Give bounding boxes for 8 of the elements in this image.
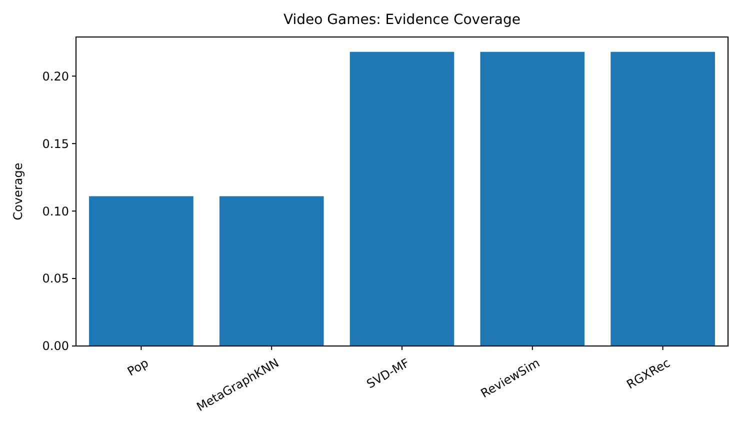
chart-title: Video Games: Evidence Coverage <box>283 12 521 28</box>
y-tick-label: 0.00 <box>42 339 69 354</box>
y-tick-label: 0.10 <box>42 204 69 218</box>
x-tick-label: Pop <box>125 356 151 379</box>
y-tick-label: 0.20 <box>42 69 69 84</box>
y-axis-title: Coverage <box>11 162 25 220</box>
y-tick-label: 0.05 <box>42 272 69 286</box>
y-tick-label: 0.15 <box>42 136 69 151</box>
